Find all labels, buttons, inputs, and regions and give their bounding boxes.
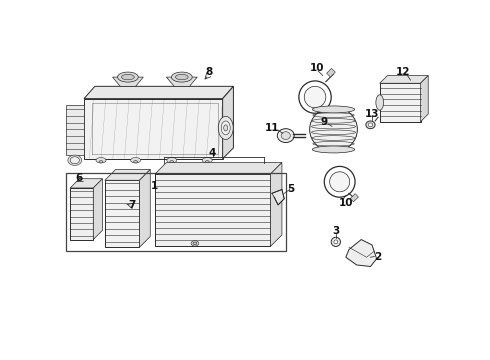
Ellipse shape [376,95,384,110]
Polygon shape [66,105,84,155]
Ellipse shape [70,157,79,164]
Ellipse shape [277,129,294,143]
Text: 2: 2 [374,252,382,262]
Text: 10: 10 [339,198,353,208]
Text: 11: 11 [265,123,279,133]
Text: 10: 10 [309,63,324,73]
Ellipse shape [218,116,233,139]
Bar [350,194,359,202]
Ellipse shape [170,161,174,163]
Ellipse shape [281,132,291,139]
Text: 13: 13 [365,109,379,119]
Polygon shape [70,179,102,188]
Text: 3: 3 [332,226,340,236]
Polygon shape [140,170,150,247]
Bar [66,172,286,251]
Polygon shape [167,77,197,86]
Polygon shape [84,99,222,159]
Polygon shape [420,76,428,122]
Ellipse shape [131,158,141,163]
Ellipse shape [334,240,338,244]
Ellipse shape [96,158,106,163]
Ellipse shape [193,242,197,245]
Polygon shape [155,163,282,174]
Ellipse shape [224,125,228,131]
Text: 9: 9 [321,117,328,127]
Polygon shape [346,239,377,266]
Ellipse shape [172,72,192,82]
Text: 12: 12 [395,67,410,77]
Polygon shape [105,170,150,180]
Text: 6: 6 [76,173,83,183]
Text: 8: 8 [205,67,212,77]
Ellipse shape [167,158,177,163]
Ellipse shape [202,158,212,163]
Ellipse shape [221,121,230,135]
Polygon shape [270,163,282,247]
Polygon shape [93,179,102,239]
Bar [327,68,335,77]
Polygon shape [84,86,233,99]
Ellipse shape [68,155,82,166]
Polygon shape [272,189,284,205]
Ellipse shape [312,106,355,113]
Polygon shape [155,174,270,247]
Ellipse shape [122,75,134,80]
Ellipse shape [368,123,373,127]
Ellipse shape [366,121,375,129]
Ellipse shape [312,146,355,153]
Ellipse shape [304,86,326,108]
Text: 5: 5 [287,184,294,194]
Polygon shape [380,83,420,122]
Ellipse shape [134,161,138,163]
Ellipse shape [99,161,103,163]
Text: 4: 4 [209,148,216,158]
Ellipse shape [175,75,188,80]
Polygon shape [222,86,233,159]
Polygon shape [70,188,93,239]
Text: 1: 1 [151,181,158,191]
Ellipse shape [118,72,138,82]
Ellipse shape [330,172,350,192]
Ellipse shape [310,107,357,152]
Polygon shape [380,76,428,83]
Ellipse shape [205,161,209,163]
Text: 7: 7 [128,200,135,210]
Polygon shape [105,180,140,247]
Polygon shape [113,77,143,86]
Ellipse shape [331,237,341,247]
Ellipse shape [191,241,199,246]
